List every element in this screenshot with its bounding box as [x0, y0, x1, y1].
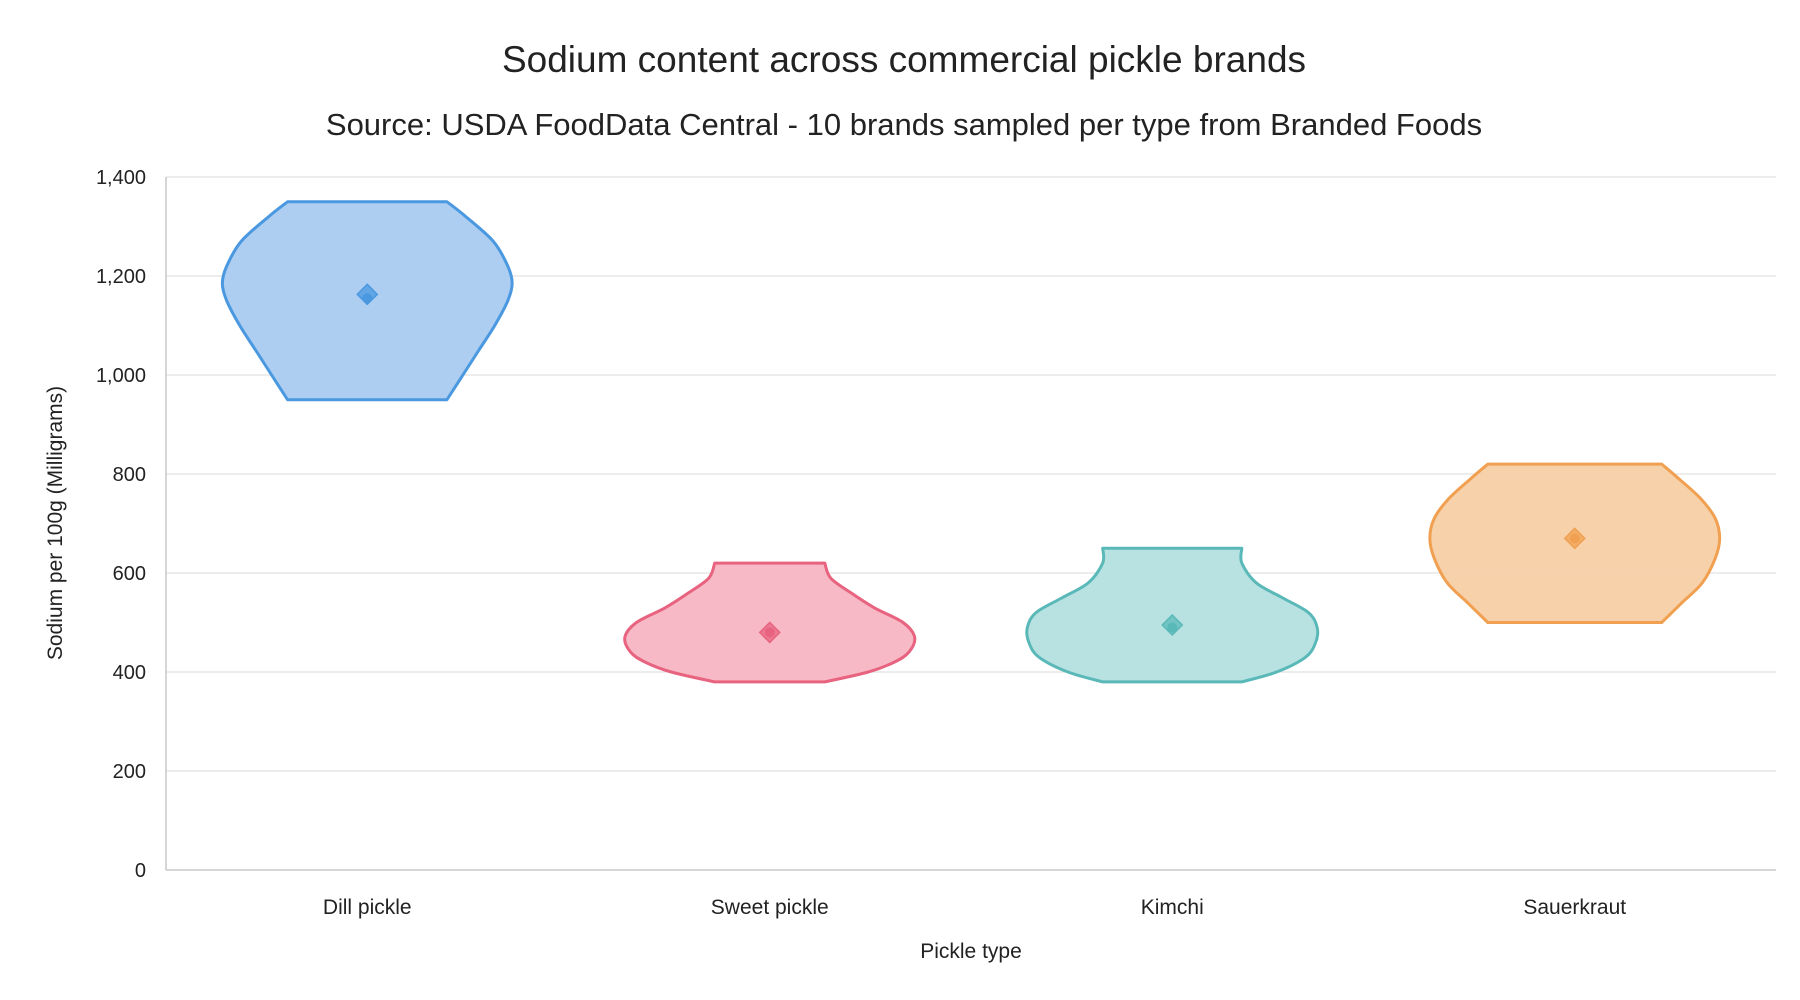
- y-tick-label: 200: [113, 761, 146, 783]
- y-tick-label: 400: [113, 662, 146, 684]
- y-tick-label: 1,000: [96, 365, 146, 387]
- axes: [165, 177, 1776, 871]
- y-tick-label: 800: [113, 464, 146, 486]
- y-tick-label: 1,400: [96, 167, 146, 189]
- mean-marker: [758, 621, 781, 644]
- x-tick-label: Kimchi: [1141, 896, 1204, 919]
- mean-marker: [1161, 613, 1184, 637]
- violin-sauerkraut: [1428, 462, 1722, 624]
- violins: [220, 200, 1722, 684]
- chart-subtitle: Source: USDA FoodData Central - 10 brand…: [326, 107, 1482, 142]
- y-axis-title: Sodium per 100g (Milligrams): [44, 386, 67, 660]
- x-tick-label: Sweet pickle: [711, 896, 829, 919]
- x-axis-title: Pickle type: [920, 940, 1022, 963]
- x-tick-label: Sauerkraut: [1523, 896, 1626, 919]
- x-tick-label: Dill pickle: [323, 896, 412, 919]
- violin-kimchi: [1025, 546, 1320, 684]
- y-tick-label: 0: [135, 860, 146, 882]
- violin-sweet-pickle: [623, 561, 917, 684]
- violin-dill-pickle: [220, 200, 514, 402]
- axis-labels: 0 200 400 600 800 1,000 1,200 1,400 Dill pickle S…: [96, 167, 1626, 919]
- mean-marker: [1563, 527, 1586, 550]
- y-tick-label: 600: [113, 563, 146, 585]
- chart-title: Sodium content across commercial pickle …: [502, 39, 1306, 80]
- mean-marker: [356, 283, 379, 306]
- y-tick-label: 1,200: [96, 266, 146, 288]
